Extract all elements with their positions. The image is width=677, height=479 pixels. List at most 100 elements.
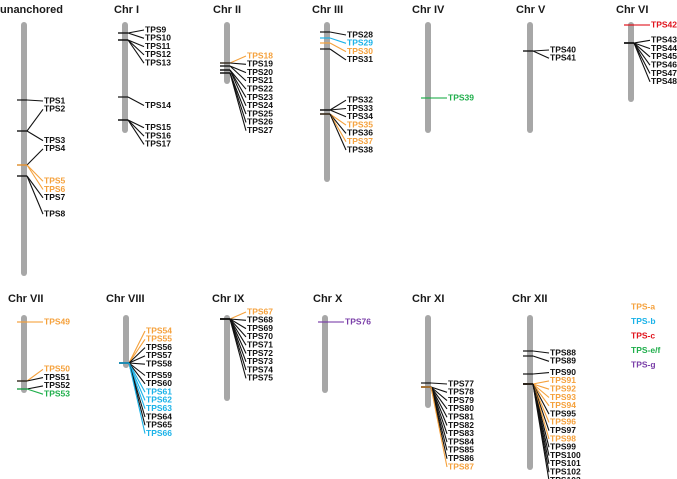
- gene-connector: [26, 130, 44, 142]
- chromosome-title: Chr XI: [412, 293, 444, 305]
- gene-label: TPS58: [146, 358, 172, 368]
- chromosome-bar: [224, 315, 230, 401]
- gene-label: TPS64: [146, 411, 172, 421]
- gene-label: TPS56: [146, 342, 172, 352]
- chromosome-bar: [324, 22, 330, 182]
- gene-connector: [532, 372, 550, 375]
- gene-label: TPS73: [247, 356, 273, 366]
- gene-label: TPS11: [145, 41, 171, 51]
- gene-label: TPS72: [247, 348, 273, 358]
- gene-label: TPS6: [44, 184, 66, 194]
- chromosome-bar: [21, 315, 27, 393]
- gene-connector: [26, 164, 44, 182]
- gene-connector: [430, 382, 448, 385]
- legend-item: TPS-g: [631, 359, 656, 369]
- gene-connector: [127, 119, 145, 145]
- gene-label: TPS54: [146, 325, 172, 335]
- gene-connector: [26, 175, 44, 199]
- gene-label: TPS83: [448, 428, 474, 438]
- gene-label: TPS87: [448, 461, 474, 471]
- gene-label: TPS85: [448, 445, 474, 455]
- chromosome-bar: [322, 315, 328, 393]
- gene-connector: [633, 42, 651, 58]
- gene-label: TPS92: [550, 383, 576, 393]
- gene-label: TPS13: [145, 57, 171, 67]
- gene-label: TPS55: [146, 334, 172, 344]
- gene-connector: [633, 39, 651, 44]
- legend-item: TPS-a: [631, 301, 655, 311]
- gene-connector: [127, 119, 145, 129]
- gene-connector: [127, 96, 145, 106]
- gene-label: TPS33: [347, 103, 373, 113]
- gene-label: TPS93: [550, 392, 576, 402]
- gene-label: TPS4: [44, 143, 66, 153]
- gene-connector: [229, 62, 247, 65]
- gene-label: TPS62: [146, 395, 172, 405]
- gene-label: TPS76: [345, 316, 371, 326]
- gene-label: TPS25: [247, 108, 273, 118]
- gene-connector: [127, 39, 145, 48]
- gene-connector: [633, 42, 651, 66]
- gene-connector: [128, 362, 146, 385]
- gene-connector: [329, 113, 347, 134]
- chromosome-group-2: Chr ITPS9TPS10TPS11TPS12TPS13TPS14TPS15T…: [114, 4, 171, 149]
- gene-label: TPS20: [247, 67, 273, 77]
- gene-label: TPS86: [448, 453, 474, 463]
- chromosome-group-5: Chr IV TPS39: [412, 4, 474, 133]
- gene-connector: [26, 377, 44, 382]
- gene-label: TPS103: [550, 475, 581, 479]
- gene-label: TPS100: [550, 450, 581, 460]
- gene-connector: [128, 330, 146, 364]
- chromosome-group-3: Chr IITPS18TPS19TPS20TPS21TPS22TPS23TPS2…: [213, 4, 273, 135]
- gene-connector: [329, 113, 347, 151]
- gene-connector: [128, 362, 146, 365]
- gene-label: TPS7: [44, 192, 66, 202]
- gene-label: TPS15: [145, 122, 171, 132]
- gene-connector: [329, 48, 347, 61]
- gene-label: TPS98: [550, 433, 576, 443]
- gene-label: TPS57: [146, 350, 172, 360]
- gene-connector: [329, 109, 347, 118]
- gene-connector: [633, 42, 651, 50]
- gene-label: TPS18: [247, 50, 273, 60]
- gene-label: TPS59: [146, 370, 172, 380]
- gene-label: TPS101: [550, 458, 581, 468]
- gene-label: TPS16: [145, 130, 171, 140]
- gene-connector: [532, 380, 550, 385]
- chromosome-title: Chr X: [313, 293, 343, 305]
- gene-label: TPS42: [651, 19, 677, 29]
- chromosome-bar: [527, 22, 533, 133]
- chromosome-group-13: Chr XIITPS88TPS89TPS90TPS91TPS92TPS93TPS…: [512, 293, 581, 479]
- gene-label: TPS26: [247, 117, 273, 127]
- gene-connector: [26, 148, 44, 166]
- chromosome-bar: [122, 22, 128, 133]
- gene-connector: [26, 368, 44, 382]
- gene-label: TPS9: [145, 24, 167, 34]
- gene-label: TPS91: [550, 375, 576, 385]
- gene-label: TPS10: [145, 33, 171, 43]
- chromosome-bar: [224, 22, 230, 84]
- gene-label: TPS53: [44, 388, 70, 398]
- gene-connector: [329, 113, 347, 142]
- chromosome-title: Chr IX: [212, 293, 245, 305]
- gene-label: TPS75: [247, 373, 273, 383]
- gene-label: TPS60: [146, 378, 172, 388]
- gene-connector: [532, 383, 550, 407]
- gene-connector: [128, 362, 146, 376]
- gene-connector: [127, 39, 145, 64]
- gene-label: TPS80: [448, 403, 474, 413]
- gene-connector: [329, 42, 347, 53]
- gene-connector: [329, 37, 347, 44]
- chromosome-title: Chr XII: [512, 293, 547, 305]
- chromosome-title: Chr III: [312, 4, 343, 16]
- gene-label: TPS5: [44, 175, 66, 185]
- chromosome-bar: [527, 315, 533, 470]
- chromosome-title: Chr II: [213, 4, 241, 16]
- gene-connector: [532, 350, 550, 354]
- gene-label: TPS82: [448, 420, 474, 430]
- gene-connector: [229, 69, 247, 98]
- gene-label: TPS70: [247, 331, 273, 341]
- gene-connector: [229, 72, 247, 131]
- gene-connector: [430, 386, 448, 410]
